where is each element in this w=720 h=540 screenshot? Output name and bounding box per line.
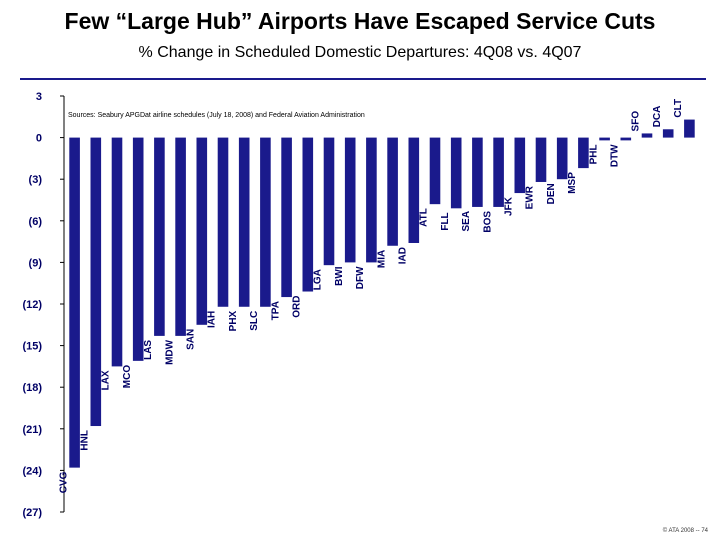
category-label-jfk: JFK [504,196,515,216]
category-label-dfw: DFW [355,266,366,289]
category-label-ord: ORD [292,296,303,318]
source-note: Sources: Seabury APGDat airline schedule… [68,112,365,119]
y-tick-label: (27) [22,507,42,519]
page-title: Few “Large Hub” Airports Have Escaped Se… [64,8,656,34]
bar-msp [578,137,589,169]
bar-san [196,137,208,325]
bar-tpa [281,137,292,298]
category-label-mdw: MDW [164,339,175,365]
category-label-slc: SLC [249,311,260,331]
category-label-fll: FLL [440,212,451,230]
category-label-phx: PHX [228,310,239,331]
bar-slc [260,137,271,307]
y-tick-label: (15) [22,341,42,353]
bar-bos [493,137,504,207]
bar-phl [599,137,610,141]
category-label-cvg: CVG [58,471,69,493]
category-label-sea: SEA [461,211,472,232]
category-label-mco: MCO [122,365,133,389]
category-label-iad: IAD [398,247,409,264]
y-tick-label: (3) [29,174,43,186]
category-label-san: SAN [186,329,197,350]
bar-lax [111,137,123,367]
category-label-sfo: SFO [631,111,642,132]
y-tick-label: 3 [36,91,42,103]
bar-bwi [344,137,356,263]
bar-phx [238,137,250,307]
bar-mia [387,137,398,246]
category-label-mia: MIA [376,250,387,268]
category-label-bos: BOS [482,211,493,233]
category-label-tpa: TPA [270,301,281,320]
category-label-ewr: EWR [525,185,536,209]
bar-fll [450,137,462,209]
bar-ord [302,137,314,292]
category-label-las: LAS [143,340,154,360]
category-label-clt: CLT [673,99,684,118]
bar-iad [408,137,420,243]
bar-iah [217,137,229,307]
category-label-dca: DCA [652,106,663,128]
bar-sea [472,137,483,207]
bar-mdw [175,137,186,336]
y-tick-label: (6) [29,216,43,228]
y-tick-label: (21) [22,424,42,436]
bar-ewr [535,137,547,182]
category-label-den: DEN [546,183,557,204]
bar-clt [684,119,695,138]
bar-dfw [366,137,377,263]
bar-dtw [620,137,632,141]
y-tick-label: (24) [22,465,42,477]
bar-mco [132,137,144,361]
bar-dca [662,129,674,138]
bar-cvg [69,137,80,468]
page-subtitle: % Change in Scheduled Domestic Departure… [138,44,582,61]
bar-lga [323,137,335,266]
category-label-dtw: DTW [610,144,621,167]
category-label-iah: IAH [207,311,218,328]
divider-line [20,78,706,80]
bar-las [154,137,165,336]
category-label-atl: ATL [419,208,430,227]
y-tick-label: (12) [22,299,42,311]
bar-jfk [514,137,526,194]
bar-sfo [641,133,653,138]
category-label-bwi: BWI [334,266,345,286]
bar-atl [429,137,441,205]
category-label-msp: MSP [567,172,578,194]
y-tick-label: (9) [29,257,43,269]
category-label-hnl: HNL [80,430,91,451]
category-label-phl: PHL [588,144,599,164]
bar-den [556,137,568,180]
copyright-footer: © ATA 2008 -- 74 [662,528,708,534]
category-label-lga: LGA [313,269,324,290]
y-tick-label: (18) [22,382,42,394]
bar-hnl [90,137,102,427]
category-label-lax: LAX [101,370,112,390]
y-tick-label: 0 [36,133,42,145]
